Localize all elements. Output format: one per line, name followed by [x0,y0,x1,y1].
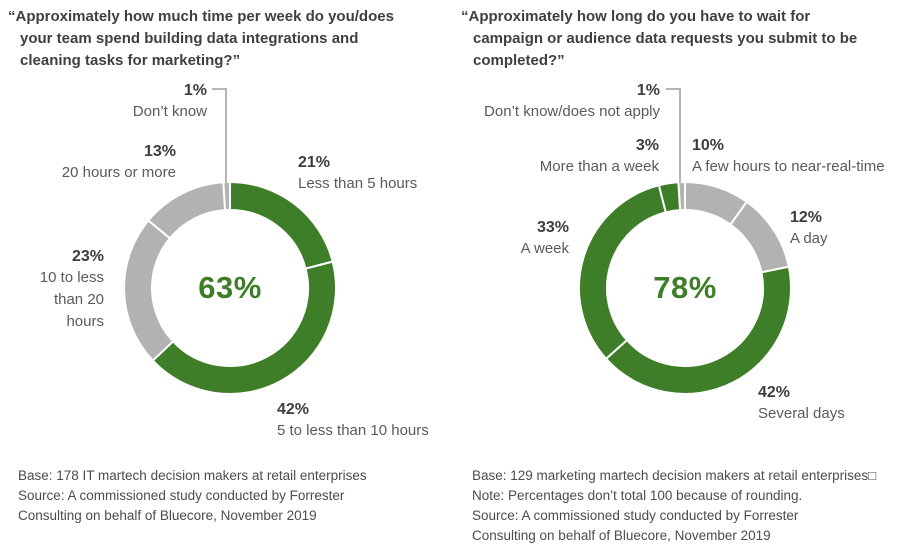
slice-pct: 13% [143,143,176,160]
slice-label-a-few-hours-to-near-real-time: 10% A few hours to near-real-time [692,135,885,177]
donut-slice [123,219,175,362]
slice-category: Several days [758,405,845,422]
donut-chart-right [578,180,792,395]
slice-category: Don’t know [132,103,207,120]
slice-label-10-to-less-than-20-hours: 23% 10 to less than 20 hours [16,246,104,333]
slice-pct: 12% [790,209,823,226]
slice-label-more-than-a-week: 3% More than a week [540,135,659,177]
slice-pct: 1% [636,82,660,99]
slice-category: Less than 5 hours [298,175,418,192]
donut-center-value-right: 78% [653,270,717,305]
slice-pct: 21% [298,154,331,171]
donut-slice [222,180,231,212]
footnote-right: Base: 129 marketing martech decision mak… [472,468,877,543]
slice-pct: 42% [758,384,791,401]
slice-label-dont-know: 1% Don’t know [133,80,207,122]
slice-label-several-days: 42% Several days [758,382,845,424]
slice-label-20-hours-or-more: 13% 20 hours or more [62,141,176,183]
donut-slice [604,265,792,395]
leader-line-horizontal-right [666,88,680,90]
slice-category: Don’t know/does not apply [484,103,660,120]
donut-center-value-left: 63% [198,270,262,305]
slice-pct: 1% [183,82,207,99]
leader-line-vertical-left [225,88,227,183]
slice-label-a-day: 12% A day [790,207,828,249]
donut-slice [146,181,227,240]
footnote-left: Base: 178 IT martech decision makers at … [18,468,367,523]
slice-pct: 3% [635,137,659,154]
donut-slice [229,180,334,270]
slice-category: A week [520,240,569,257]
slice-label-dont-know-does-not-apply: 1% Don’t know/does not apply [484,80,660,122]
chart-title-right: “Approximately how long do you have to w… [461,8,858,69]
slice-category: 10 to less than 20 hours [39,269,104,330]
leader-line-vertical-right [679,88,681,183]
leader-line-horizontal-left [212,88,226,90]
slice-category: 20 hours or more [61,164,176,181]
donut-chart-left [123,180,337,395]
slice-category: A day [790,230,828,247]
slice-pct: 23% [71,248,104,265]
donut-slice [151,260,337,395]
slice-category: More than a week [539,158,659,175]
slice-pct: 42% [277,401,310,418]
slice-pct: 33% [536,219,569,236]
slice-category: A few hours to near-real-time [692,158,885,175]
chart-title-left: “Approximately how much time per week do… [8,8,394,69]
slice-pct: 10% [692,137,725,154]
slice-label-5-to-less-than-10-hours: 42% 5 to less than 10 hours [277,399,429,441]
slice-label-a-week: 33% A week [521,217,569,259]
slice-label-less-than-5-hours: 21% Less than 5 hours [298,152,417,194]
donut-slice [729,200,791,274]
donut-slice [677,180,686,212]
slice-category: 5 to less than 10 hours [277,422,429,439]
